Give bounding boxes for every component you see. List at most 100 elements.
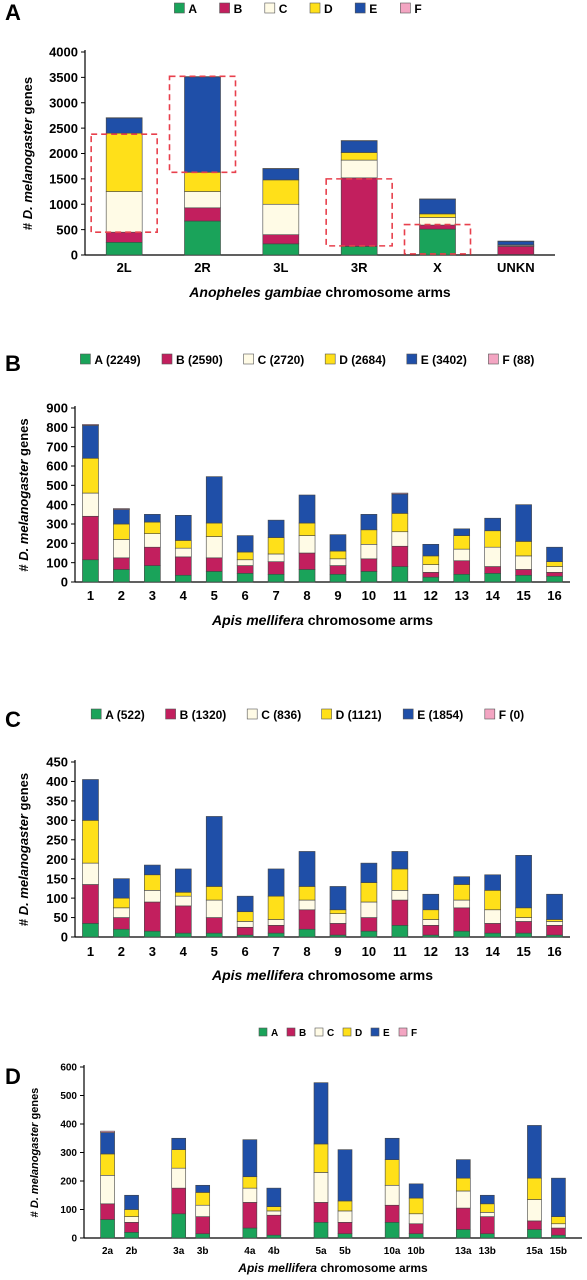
x-tick-label: 5a xyxy=(315,1246,327,1257)
y-axis-label: # D. melanogaster genes xyxy=(20,77,35,230)
bar-segment-a-4 xyxy=(174,574,192,583)
bar-segment-a-10b xyxy=(408,1233,424,1239)
y-axis-label-suffix: genes xyxy=(20,77,35,118)
bar-segment-e-11 xyxy=(391,493,409,514)
panel-label: A xyxy=(5,0,21,25)
x-axis-label-suffix: chromosome arms xyxy=(317,1261,428,1275)
legend-label-d: D xyxy=(324,2,333,16)
bar-segment-f-11 xyxy=(391,492,409,495)
bar-segment-a-13b xyxy=(479,1233,495,1239)
x-tick-label: 12 xyxy=(424,588,438,603)
legend-label-d: D (1121) xyxy=(336,708,382,722)
bar-segment-d-5a xyxy=(313,1143,329,1173)
bar-segment-e-4 xyxy=(174,868,192,893)
bar-segment-c-5a xyxy=(313,1172,329,1203)
x-tick-label: 2b xyxy=(126,1246,138,1257)
bar-segment-c-6 xyxy=(236,559,254,566)
bar-segment-e-9 xyxy=(329,886,347,911)
bar-segment-e-13 xyxy=(453,528,471,536)
x-tick-label: 8 xyxy=(303,944,310,959)
legend-label-f: F xyxy=(414,2,421,16)
bar-segment-d-10a xyxy=(384,1159,400,1186)
bar-segment-e-1 xyxy=(82,779,99,821)
bars xyxy=(100,1082,566,1239)
bar-segment-e-3 xyxy=(144,864,161,876)
y-tick-label: 2500 xyxy=(49,121,78,136)
y-axis-label: # D. melanogaster genes xyxy=(16,418,31,571)
y-axis-label: # D. melanogaster genes xyxy=(29,1088,41,1218)
bar-segment-e-10a xyxy=(384,1137,400,1160)
bar-segment-a-2b xyxy=(124,1232,139,1239)
bar-segment-b-12 xyxy=(422,572,440,578)
bar-segment-b-3l xyxy=(262,234,300,245)
x-axis-label: Anopheles gambiae chromosome arms xyxy=(188,284,451,300)
bar-segment-a-9 xyxy=(329,573,347,583)
legend-swatch-b xyxy=(286,1027,296,1037)
legend-label-b: B (1320) xyxy=(180,708,227,722)
y-axis-label-prefix: # xyxy=(29,1208,41,1217)
y-tick-label: 1000 xyxy=(49,197,78,212)
y-tick-label: 400 xyxy=(46,774,68,789)
bar-segment-c-4 xyxy=(174,895,192,907)
bar-segment-b-11 xyxy=(391,545,409,567)
bar-segment-d-16 xyxy=(546,561,563,567)
highlight-box-3r xyxy=(325,178,393,247)
x-tick-label: 2L xyxy=(117,260,132,275)
x-axis-label-suffix: chromosome arms xyxy=(304,967,433,983)
legend-swatch-f xyxy=(398,1027,408,1037)
bar-segment-e-2 xyxy=(113,509,130,525)
y-axis-label-prefix: # xyxy=(16,915,31,926)
y-tick-label: 3000 xyxy=(49,95,78,110)
bar-segment-b-4 xyxy=(174,905,192,934)
bar-segment-d-10 xyxy=(360,529,378,545)
bar-segment-b-6 xyxy=(236,565,254,574)
x-tick-label: 13b xyxy=(479,1246,496,1257)
x-tick-label: 2 xyxy=(118,588,125,603)
bar-segment-a-3l xyxy=(262,243,300,256)
bar-segment-c-3a xyxy=(171,1167,187,1189)
y-tick-label: 4000 xyxy=(49,45,78,60)
bar-segment-b-14 xyxy=(484,566,501,574)
bar-segment-c-13a xyxy=(455,1190,471,1209)
bar-segment-c-9 xyxy=(329,558,347,566)
bar-segment-d-7 xyxy=(267,537,285,555)
y-tick-label: 1500 xyxy=(49,172,78,187)
bar-segment-b-6 xyxy=(236,926,254,936)
bar-segment-b-5 xyxy=(205,557,223,572)
x-tick-label: 11 xyxy=(393,944,407,959)
x-axis-label-suffix: chromosome arms xyxy=(322,284,451,300)
legend: A B C D E F xyxy=(258,1027,417,1039)
x-tick-label: 3a xyxy=(173,1246,185,1257)
legend-label-c: C (2720) xyxy=(258,353,305,367)
bar-segment-a-13 xyxy=(453,930,471,938)
bar-segment-e-4 xyxy=(174,514,192,541)
bar-segment-a-2 xyxy=(113,569,130,583)
legend-swatch-f xyxy=(400,2,411,14)
bar-segment-a-5 xyxy=(205,932,223,938)
bar-segment-a-3a xyxy=(171,1213,187,1239)
bar-segment-d-2 xyxy=(113,523,130,540)
bar-segment-c-15b xyxy=(551,1223,566,1229)
y-tick-label: 0 xyxy=(71,248,78,263)
x-axis-label-species: Anopheles gambiae xyxy=(188,284,321,300)
bar-segment-a-6 xyxy=(236,572,254,583)
legend-swatch-e xyxy=(354,2,366,14)
x-tick-label: 3L xyxy=(273,260,288,275)
y-tick-label: 800 xyxy=(46,420,68,435)
bar-segment-d-4b xyxy=(266,1206,282,1212)
bar-segment-b-2a xyxy=(100,1203,115,1220)
y-tick-label: 0 xyxy=(61,575,68,590)
bar-segment-c-5 xyxy=(205,536,223,559)
bar-segment-a-5 xyxy=(205,571,223,583)
y-tick-label: 600 xyxy=(46,459,68,474)
bar-segment-b-7 xyxy=(267,561,285,575)
x-tick-label: 10 xyxy=(362,944,376,959)
y-axis-label-species: D. melanogaster xyxy=(16,813,31,915)
bar-segment-a-1 xyxy=(82,923,99,938)
bar-segment-b-10 xyxy=(360,917,378,932)
bar-segment-d-1 xyxy=(82,457,99,494)
bar-segment-a-13 xyxy=(453,573,471,583)
x-tick-label: 4b xyxy=(268,1246,280,1257)
y-axis-label-suffix: genes xyxy=(16,773,31,814)
bar-segment-a-2a xyxy=(100,1219,115,1239)
